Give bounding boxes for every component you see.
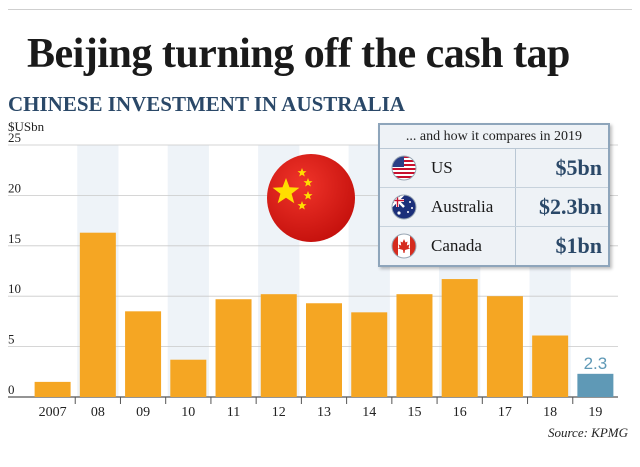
bar-19	[577, 373, 614, 397]
us-flag-icon	[391, 155, 417, 181]
country-label: US	[431, 158, 453, 177]
x-tick-label: 13	[317, 405, 331, 420]
bar-18	[532, 335, 569, 397]
china-flag-icon	[267, 154, 355, 242]
source-note: Source: KPMG	[548, 425, 629, 440]
country-value: $1bn	[555, 233, 602, 258]
country-label: Canada	[431, 236, 482, 255]
y-tick-label: 20	[8, 180, 21, 195]
comparison-row-australia: Australia $2.3bn	[380, 188, 608, 227]
x-tick-label: 08	[91, 405, 105, 420]
data-label: 2.3	[584, 354, 608, 373]
y-axis-label: $USbn	[8, 119, 45, 134]
y-tick-label: 15	[8, 231, 21, 246]
country-value: $2.3bn	[539, 194, 602, 219]
x-tick-label: 10	[181, 405, 195, 420]
bar-10	[170, 359, 207, 397]
top-rule	[8, 9, 632, 10]
country-label: Australia	[431, 197, 494, 216]
bar-08	[79, 232, 116, 397]
comparison-panel: ... and how it compares in 2019 US $5bn	[378, 123, 610, 267]
comparison-row-canada: Canada $1bn	[380, 227, 608, 265]
bar-16	[441, 279, 478, 397]
x-tick-label: 18	[543, 405, 557, 420]
canada-flag-icon	[391, 233, 417, 259]
y-tick-label: 10	[8, 281, 21, 296]
bar-13	[306, 303, 342, 397]
comparison-row-us: US $5bn	[380, 149, 608, 188]
bar-11	[215, 299, 252, 397]
x-tick-label: 17	[498, 405, 512, 420]
x-tick-label: 16	[453, 405, 467, 420]
x-tick-label: 15	[407, 405, 421, 420]
background-stripe	[167, 145, 209, 397]
y-tick-label: 25	[8, 130, 21, 145]
bar-09	[125, 311, 162, 397]
x-tick-label: 19	[588, 405, 602, 420]
bar-17	[486, 296, 523, 397]
y-tick-label: 5	[8, 332, 15, 347]
x-tick-label: 14	[362, 405, 376, 420]
x-tick-label: 09	[136, 405, 150, 420]
bar-15	[396, 294, 433, 397]
australia-flag-icon	[391, 194, 417, 220]
country-value: $5bn	[555, 155, 602, 180]
comparison-title: ... and how it compares in 2019	[380, 125, 608, 149]
x-tick-label: 12	[272, 405, 286, 420]
chart-subtitle: CHINESE INVESTMENT IN AUSTRALIA	[8, 92, 405, 116]
x-tick-label: 2007	[39, 405, 67, 420]
bar-2007	[34, 381, 71, 397]
headline: Beijing turning off the cash tap	[27, 31, 570, 77]
x-tick-label: 11	[227, 405, 240, 420]
bar-12	[260, 294, 297, 397]
y-tick-label: 0	[8, 382, 15, 397]
bar-14	[351, 312, 388, 397]
